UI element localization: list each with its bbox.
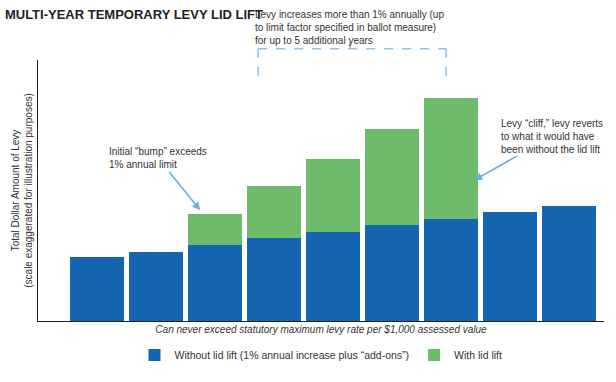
svg-text:Total Dollar Amount of Levy(sc: Total Dollar Amount of Levy(scale exagge… [10, 93, 34, 288]
svg-text:Levy “cliff,” levy revertsto w: Levy “cliff,” levy revertsto what it wou… [501, 118, 603, 155]
svg-text:Can never exceed statutory max: Can never exceed statutory maximum levy … [155, 324, 487, 335]
svg-text:Initial “bump” exceeds1% annua: Initial “bump” exceeds1% annual limit [109, 146, 207, 170]
svg-text:MULTI-YEAR TEMPORARY LEVY LID: MULTI-YEAR TEMPORARY LEVY LID LIFT [5, 7, 263, 22]
svg-text:Levy increases more than 1% an: Levy increases more than 1% annually (up… [255, 9, 444, 46]
svg-text:With lid lift: With lid lift [454, 349, 502, 361]
svg-text:Without lid lift (1% annual in: Without lid lift (1% annual increase plu… [175, 349, 410, 361]
